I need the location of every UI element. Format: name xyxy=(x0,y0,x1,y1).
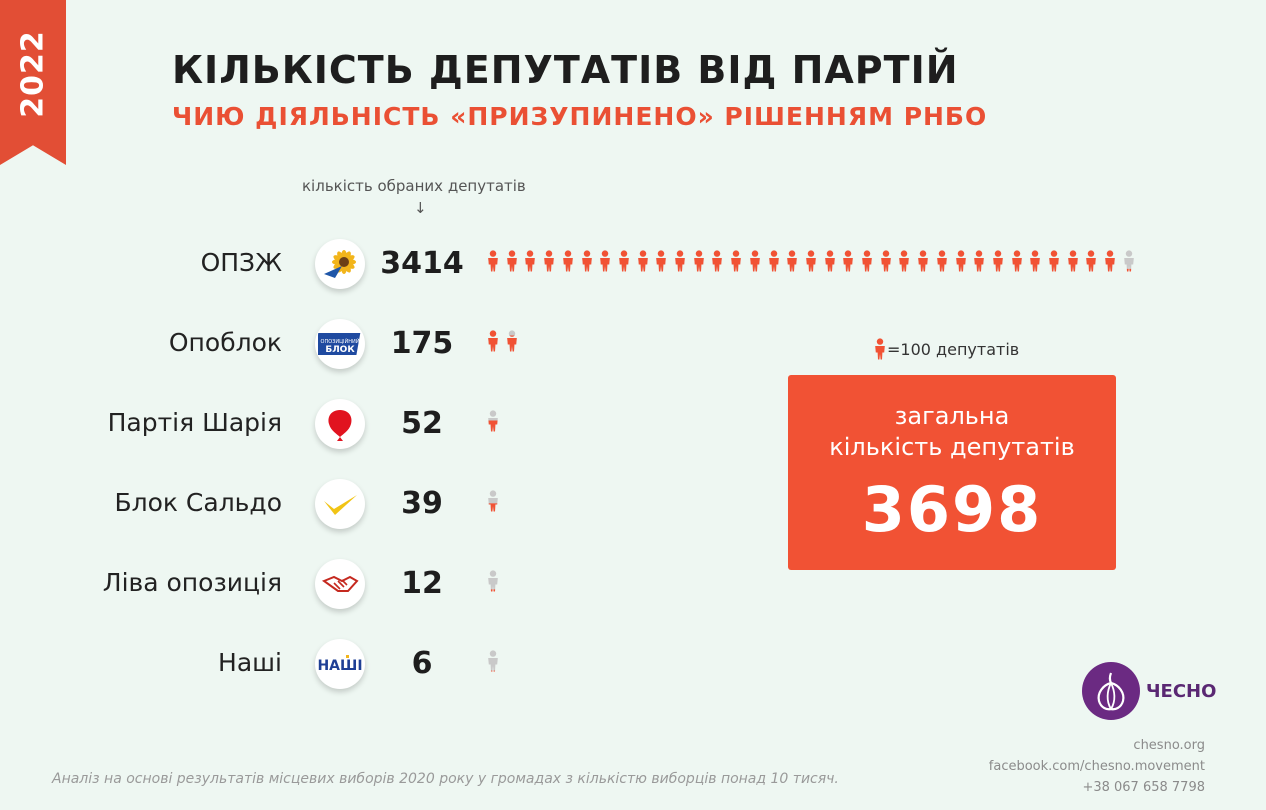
footnote: Аналіз на основі результатів місцевих ви… xyxy=(52,771,839,787)
person-icon xyxy=(841,250,855,272)
person-icon xyxy=(486,250,500,272)
person-icon xyxy=(486,330,500,352)
contact-website[interactable]: chesno.org xyxy=(1133,738,1205,753)
svg-text:ОПОЗИЦІЙНИЙ: ОПОЗИЦІЙНИЙ xyxy=(321,338,360,345)
brand[interactable]: ЧЕСНО xyxy=(1082,662,1216,722)
sunflower-logo-icon xyxy=(315,239,365,289)
total-box: загальна кількість депутатів 3698 xyxy=(788,375,1116,570)
handshake-logo-icon xyxy=(315,559,365,609)
person-icon xyxy=(617,250,631,272)
year-label: 2022 xyxy=(15,30,51,118)
person-icon xyxy=(804,250,818,272)
contact-facebook[interactable]: facebook.com/chesno.movement xyxy=(988,759,1205,774)
person-icon xyxy=(692,250,706,272)
seat-count: 12 xyxy=(401,566,443,601)
seat-count: 175 xyxy=(390,326,454,361)
person-icon xyxy=(486,570,500,592)
total-label: загальна кількість депутатів xyxy=(829,402,1075,461)
person-icon xyxy=(916,250,930,272)
svg-text:НАШІ: НАШІ xyxy=(318,658,362,674)
nashi-logo-icon: НАШІ xyxy=(315,639,365,689)
person-icon xyxy=(1122,250,1136,272)
svg-text:БЛОК: БЛОК xyxy=(325,345,355,355)
party-row: ОПЗЖ 3414 xyxy=(0,234,1150,294)
contact-phone: +38 067 658 7798 xyxy=(1082,780,1205,795)
page-title: КІЛЬКІСТЬ ДЕПУТАТІВ ВІД ПАРТІЙ xyxy=(172,48,959,92)
person-icon xyxy=(972,250,986,272)
party-name: Наші xyxy=(218,648,282,677)
person-icon xyxy=(1103,250,1117,272)
total-value: 3698 xyxy=(861,473,1043,546)
down-arrow-icon: ↓ xyxy=(414,199,427,217)
page-subtitle: ЧИЮ ДІЯЛЬНІСТЬ «ПРИЗУПИНЕНО» РІШЕННЯМ РН… xyxy=(172,102,988,131)
person-icon xyxy=(486,410,500,432)
contacts: chesno.org facebook.com/chesno.movement … xyxy=(989,735,1205,798)
seat-count: 3414 xyxy=(380,246,464,281)
party-name: Ліва опозиція xyxy=(102,568,282,597)
person-icon xyxy=(954,250,968,272)
party-row: Партія Шарія 52 xyxy=(0,394,1150,454)
person-icon xyxy=(580,250,594,272)
opposition-bloc-logo-icon: ОПОЗИЦІЙНИЙ БЛОК xyxy=(315,319,365,369)
person-icon xyxy=(673,250,687,272)
year-ribbon: 2022 xyxy=(0,0,66,165)
party-row: Опоблок ОПОЗИЦІЙНИЙ БЛОК 175 xyxy=(0,314,1150,374)
person-icon xyxy=(935,250,949,272)
legend-label: =100 депутатів xyxy=(887,339,1020,359)
person-icon xyxy=(879,250,893,272)
count-hint: кількість обраних депутатів xyxy=(302,177,526,195)
seat-count: 39 xyxy=(401,486,443,521)
brand-name: ЧЕСНО xyxy=(1146,681,1217,702)
garlic-icon xyxy=(1082,662,1140,720)
person-icon xyxy=(523,250,537,272)
party-row: Ліва опозиція 12 xyxy=(0,554,1150,614)
person-icon xyxy=(897,250,911,272)
person-icon xyxy=(505,330,519,352)
person-icon xyxy=(710,250,724,272)
person-icon xyxy=(1047,250,1061,272)
person-icon xyxy=(785,250,799,272)
party-name: Партія Шарія xyxy=(107,408,282,437)
person-icon xyxy=(875,338,885,360)
seat-count: 6 xyxy=(411,646,433,681)
person-icon xyxy=(767,250,781,272)
person-icon xyxy=(598,250,612,272)
person-icon xyxy=(1028,250,1042,272)
person-icon xyxy=(486,650,500,672)
person-icon xyxy=(542,250,556,272)
person-icon xyxy=(748,250,762,272)
red-balloon-logo-icon xyxy=(315,399,365,449)
person-icon xyxy=(823,250,837,272)
legend: =100 депутатів xyxy=(873,338,1019,360)
person-icon xyxy=(486,490,500,512)
person-icon xyxy=(1084,250,1098,272)
seat-count: 52 xyxy=(401,406,443,441)
person-icon xyxy=(729,250,743,272)
person-icon xyxy=(505,250,519,272)
person-icon xyxy=(860,250,874,272)
party-name: Опоблок xyxy=(168,328,282,357)
person-icon xyxy=(654,250,668,272)
person-icon xyxy=(991,250,1005,272)
party-name: Блок Сальдо xyxy=(114,488,282,517)
checkmark-logo-icon xyxy=(315,479,365,529)
person-icon xyxy=(1066,250,1080,272)
party-name: ОПЗЖ xyxy=(200,248,282,277)
party-row: Наші НАШІ 6 xyxy=(0,634,1150,694)
person-icon xyxy=(561,250,575,272)
person-icon xyxy=(1010,250,1024,272)
party-row: Блок Сальдо 39 xyxy=(0,474,1150,534)
person-icon xyxy=(636,250,650,272)
